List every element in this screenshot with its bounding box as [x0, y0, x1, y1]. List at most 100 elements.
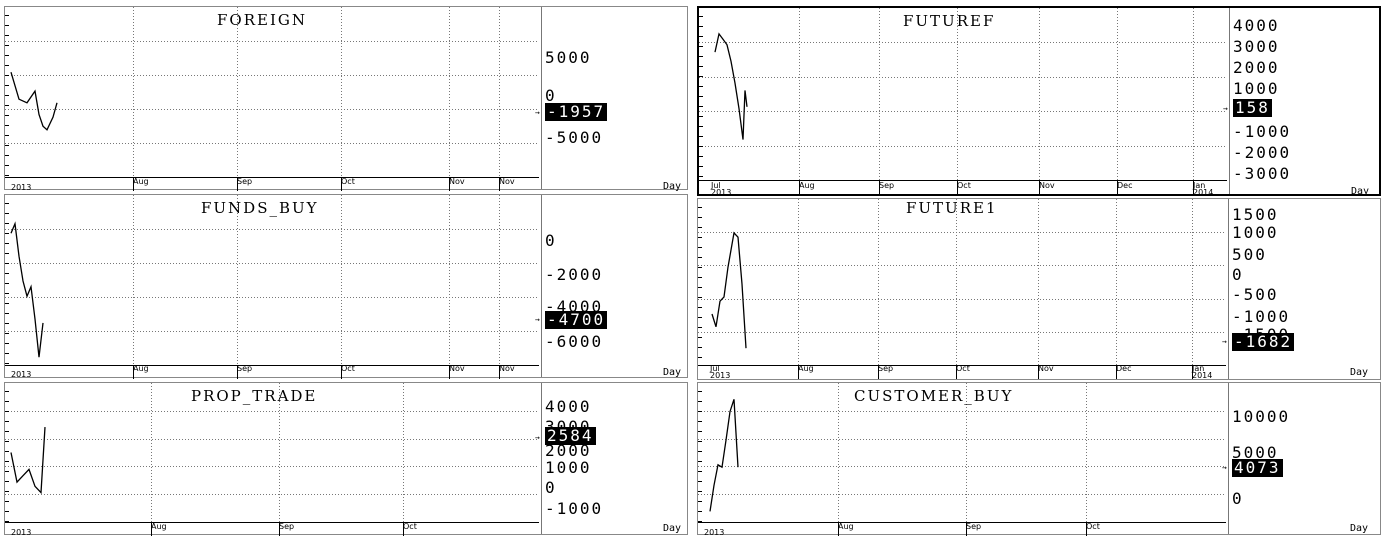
current-marker-arrow: →: [535, 108, 540, 117]
x-tick-label: Nov: [499, 177, 515, 186]
y-tick-label: 0: [545, 86, 557, 105]
x-tick-label: Nov: [449, 364, 465, 373]
x-tick-label: Oct: [956, 364, 970, 373]
y-tick-label: 2000: [545, 441, 592, 460]
x-tick-label: Dec: [1116, 364, 1132, 373]
current-value-badge: -1682: [1232, 332, 1295, 351]
y-tick-label: 0: [545, 478, 557, 497]
y-tick-label: 4000: [1233, 16, 1280, 35]
chart-title: PROP_TRADE: [191, 387, 318, 405]
x-tick-label: Oct: [1086, 522, 1100, 531]
y-tick-label: 1000: [545, 458, 592, 477]
y-axis: [541, 7, 542, 189]
chart-panel-funds-buy[interactable]: FUNDS_BUY 0 -2000 -4000 → -4700 -6000 Da…: [4, 194, 688, 379]
y-axis: [541, 383, 542, 534]
current-value-badge: -4700: [545, 310, 608, 329]
chart-title: FUNDS_BUY: [201, 199, 319, 217]
y-tick-label: -1000: [545, 499, 604, 518]
x-tick-label: Jan: [1192, 364, 1205, 373]
y-tick-label: 0: [1232, 265, 1244, 284]
y-tick-label: -4000: [545, 297, 604, 316]
x-tick-label: 2013: [11, 370, 32, 379]
current-value-badge: 158: [1233, 98, 1272, 117]
chart-title: FUTUREF: [903, 12, 996, 30]
chart-panel-foreign[interactable]: FOREIGN 5000 0 -5000 → -1957 Day 2013 Au…: [4, 6, 688, 192]
x-tick-label: Sep: [966, 522, 982, 531]
y-tick-label: 10000: [1232, 407, 1291, 426]
x-tick-label: Sep: [879, 181, 895, 190]
x-tick-label: Sep: [878, 364, 894, 373]
plot-area[interactable]: [698, 383, 1226, 536]
x-tick-label: Nov: [1039, 181, 1055, 190]
x-tick-label: Jul: [710, 364, 720, 373]
x-tick-label: 2013: [711, 188, 732, 197]
x-tick-label: Sep: [237, 177, 253, 186]
x-tick-label: 2013: [11, 183, 32, 192]
current-marker-arrow: →: [535, 433, 540, 442]
chart-panel-prop-trade[interactable]: PROP_TRADE 4000 3000 → 2584 2000 1000 0 …: [4, 382, 688, 537]
y-axis: [541, 195, 542, 377]
price-line: [714, 32, 748, 140]
chart-title: FUTURE1: [906, 199, 998, 217]
x-tick-label: Nov: [449, 177, 465, 186]
x-tick-label: Aug: [151, 522, 167, 531]
y-axis: [1229, 8, 1230, 194]
y-tick-label: -2000: [1233, 143, 1292, 162]
x-tick-label: Sep: [279, 522, 295, 531]
chart-panel-future1[interactable]: FUTURE1 1500 1000 500 0 -500 -1000 -1500…: [697, 198, 1381, 380]
x-tick-label: Jul: [711, 181, 721, 190]
period-label[interactable]: Day: [1351, 186, 1370, 197]
price-line: [10, 72, 58, 131]
x-tick-label: Aug: [838, 522, 854, 531]
x-tick-label: Aug: [798, 364, 814, 373]
y-tick-label: 0: [1232, 489, 1244, 508]
y-tick-label: -5000: [545, 128, 604, 147]
x-tick-label: Aug: [133, 177, 149, 186]
current-value-badge: 2584: [545, 426, 596, 445]
y-tick-label: 5000: [545, 48, 592, 67]
period-label[interactable]: Day: [663, 181, 682, 192]
y-tick-label: -1000: [1233, 122, 1292, 141]
x-tick-label: Oct: [341, 364, 355, 373]
y-tick-label: 1500: [1232, 205, 1279, 224]
x-tick-label: Nov: [1038, 364, 1054, 373]
plot-area[interactable]: [5, 383, 539, 536]
period-label[interactable]: Day: [1350, 523, 1369, 534]
x-tick-label: Jan: [1193, 181, 1206, 190]
x-tick-label: Oct: [957, 181, 971, 190]
x-tick-label: Sep: [237, 364, 253, 373]
x-tick-label: 2014: [1193, 188, 1214, 197]
price-line: [709, 399, 739, 512]
price-line: [10, 427, 46, 495]
y-axis: [1228, 383, 1229, 534]
y-tick-label: 3000: [1233, 37, 1280, 56]
period-label[interactable]: Day: [663, 367, 682, 378]
y-tick-label: -1000: [1232, 307, 1291, 326]
y-tick-label: -6000: [545, 332, 604, 351]
current-marker-arrow: →: [1222, 337, 1227, 346]
x-tick-label: 2013: [710, 371, 731, 380]
x-tick-label: 2013: [704, 528, 725, 537]
period-label[interactable]: Day: [663, 523, 682, 534]
x-tick-label: Aug: [799, 181, 815, 190]
plot-area[interactable]: [5, 195, 539, 379]
plot-area[interactable]: [698, 199, 1226, 379]
price-line: [10, 221, 44, 358]
chart-panel-customer-buy[interactable]: CUSTOMER_BUY 10000 5000 → 4073 0 Day 201…: [697, 382, 1381, 537]
y-tick-label: 2000: [1233, 58, 1280, 77]
x-tick-label: Dec: [1117, 181, 1133, 190]
x-tick-label: 2014: [1192, 371, 1213, 380]
x-tick-label: Oct: [341, 177, 355, 186]
y-tick-label: 0: [545, 231, 557, 250]
y-tick-label: 5000: [1232, 443, 1279, 462]
x-tick-label: Oct: [403, 522, 417, 531]
plot-area[interactable]: [5, 7, 539, 191]
current-value-badge: 4073: [1232, 458, 1283, 477]
y-tick-label: 1000: [1232, 223, 1279, 242]
chart-panel-futuref[interactable]: FUTUREF 4000 3000 2000 1000 158 → -1000 …: [697, 6, 1381, 197]
y-tick-label: -2000: [545, 265, 604, 284]
current-value-badge: -1957: [545, 102, 608, 121]
plot-area[interactable]: [699, 8, 1227, 194]
period-label[interactable]: Day: [1350, 367, 1369, 378]
y-tick-label: 4000: [545, 397, 592, 416]
